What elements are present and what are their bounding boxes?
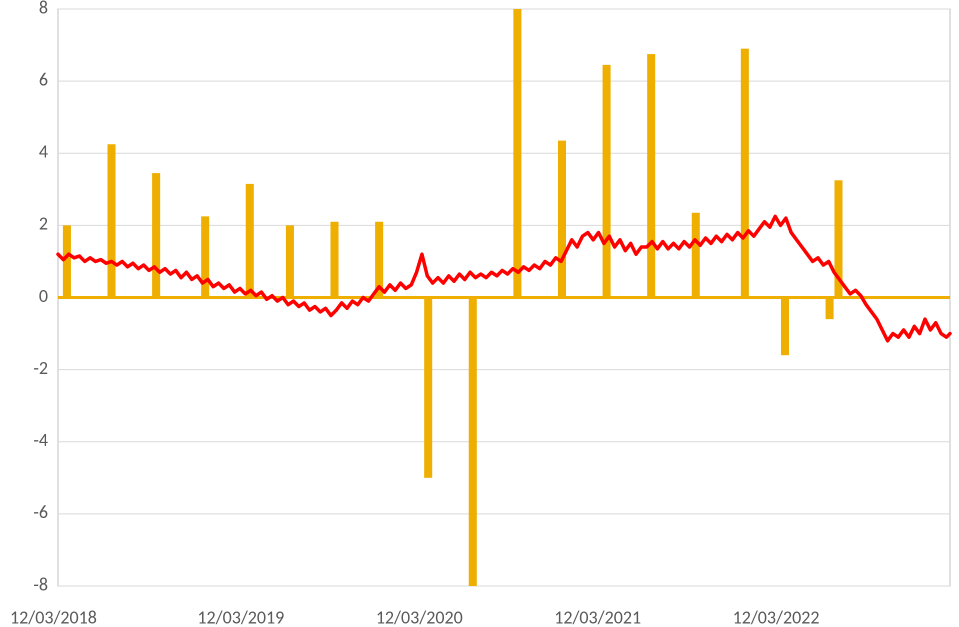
y-tick-label: 4 [39, 141, 48, 163]
bar [152, 173, 160, 297]
bar [741, 49, 749, 298]
bar [424, 298, 432, 478]
combo-chart: -8 -6 -4 -2 0 2 4 6 8 12/03/2018 12/03/2019 12/03/2… [0, 0, 959, 627]
bar [63, 225, 71, 297]
bar [647, 54, 655, 297]
y-tick-label: 8 [39, 0, 48, 18]
bar [781, 298, 789, 356]
x-tick-label: 12/03/2018 [10, 607, 97, 627]
bar [826, 298, 834, 320]
bar [513, 9, 521, 298]
bar [108, 144, 116, 297]
y-tick-label: 6 [39, 68, 48, 90]
bar [469, 298, 477, 587]
bar [201, 216, 209, 297]
y-tick-label: -2 [33, 357, 48, 379]
y-tick-label: -8 [33, 573, 48, 595]
bar [246, 184, 254, 298]
x-tick-label: 12/03/2020 [376, 607, 463, 627]
bar [286, 225, 294, 297]
x-tick-label: 12/03/2022 [733, 607, 820, 627]
y-tick-label: -4 [33, 429, 48, 451]
y-tick-label: -6 [33, 501, 48, 523]
bar [603, 65, 611, 298]
x-tick-label: 12/03/2019 [197, 607, 284, 627]
bar [692, 213, 700, 298]
y-tick-label: 0 [39, 285, 48, 307]
bar [558, 141, 566, 298]
chart-container: -8 -6 -4 -2 0 2 4 6 8 12/03/2018 12/03/2019 12/03/2… [0, 0, 959, 627]
bar [331, 222, 339, 298]
y-tick-label: 2 [39, 213, 48, 235]
x-tick-label: 12/03/2021 [554, 607, 641, 627]
